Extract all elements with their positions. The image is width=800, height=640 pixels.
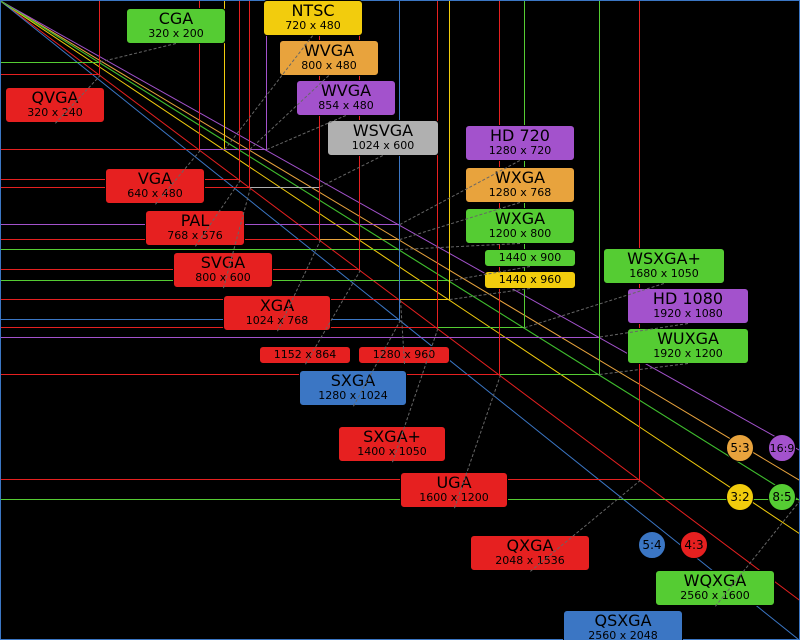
resolution-label: HD 7201280 x 720 (465, 125, 575, 161)
resolution-value: 800 x 480 (301, 60, 357, 72)
resolution-label: WXGA1280 x 768 (465, 167, 575, 203)
resolution-value: 1600 x 1200 (419, 492, 489, 504)
resolution-name: WXGA (495, 211, 545, 228)
resolution-name: QSXGA (594, 613, 651, 630)
resolution-name: WVGA (304, 43, 354, 60)
resolution-value: 320 x 200 (148, 28, 204, 40)
resolution-value: 2560 x 1600 (680, 590, 750, 602)
aspect-ratio-badge: 3:2 (726, 483, 754, 511)
resolution-name: HD 720 (490, 128, 550, 145)
resolution-value: 1680 x 1050 (629, 268, 699, 280)
aspect-ratio-badge: 16:9 (768, 434, 796, 462)
resolution-name: HD 1080 (653, 291, 723, 308)
resolution-label: NTSC720 x 480 (263, 0, 363, 36)
resolution-value: 1152 x 864 (274, 349, 337, 361)
resolution-label: SXGA+1400 x 1050 (338, 426, 446, 462)
resolution-label: UGA1600 x 1200 (400, 472, 508, 508)
resolution-label: PAL768 x 576 (145, 210, 245, 246)
resolution-label: WVGA854 x 480 (296, 80, 396, 116)
resolution-value: 768 x 576 (167, 230, 223, 242)
aspect-ratio-badge: 5:3 (726, 434, 754, 462)
resolution-name: NTSC (291, 3, 334, 20)
resolution-name: WVGA (321, 83, 371, 100)
resolution-value: 2560 x 2048 (588, 630, 658, 640)
resolution-value: 1440 x 960 (499, 274, 562, 286)
resolution-label: VGA640 x 480 (105, 168, 205, 204)
resolution-value: 720 x 480 (285, 20, 341, 32)
resolution-value: 320 x 240 (27, 107, 83, 119)
resolution-label: HD 10801920 x 1080 (627, 288, 749, 324)
resolution-value: 640 x 480 (127, 188, 183, 200)
resolution-label: SVGA800 x 600 (173, 252, 273, 288)
aspect-ratio-badge: 4:3 (680, 531, 708, 559)
resolution-value: 1200 x 800 (489, 228, 552, 240)
aspect-ratio-badge: 8:5 (768, 483, 796, 511)
resolution-name: WSXGA+ (627, 251, 701, 268)
resolution-label: CGA320 x 200 (126, 8, 226, 44)
resolution-value: 1280 x 768 (489, 187, 552, 199)
resolution-label: WSVGA1024 x 600 (327, 120, 439, 156)
aspect-ratio-badge: 5:4 (638, 531, 666, 559)
resolution-name: WSVGA (353, 123, 413, 140)
resolution-label: QXGA2048 x 1536 (470, 535, 590, 571)
resolution-diagram: CGA320 x 200 NTSC720 x 480 QVGA320 x 240 WV… (0, 0, 800, 640)
resolution-name: QXGA (507, 538, 554, 555)
resolution-value: 800 x 600 (195, 272, 251, 284)
resolution-name: SVGA (201, 255, 245, 272)
resolution-value: 1400 x 1050 (357, 446, 427, 458)
resolution-value: 1280 x 720 (489, 145, 552, 157)
resolution-name: CGA (159, 11, 194, 28)
resolution-value: 1920 x 1080 (653, 308, 723, 320)
resolution-name: WUXGA (657, 331, 719, 348)
resolution-label: WSXGA+1680 x 1050 (603, 248, 725, 284)
resolution-value: 1024 x 600 (352, 140, 415, 152)
resolution-value: 1024 x 768 (246, 315, 309, 327)
resolution-label: 1440 x 960 (484, 271, 576, 289)
resolution-label: WQXGA2560 x 1600 (655, 570, 775, 606)
resolution-label: WUXGA1920 x 1200 (627, 328, 749, 364)
resolution-label: XGA1024 x 768 (223, 295, 331, 331)
resolution-name: PAL (181, 213, 209, 230)
resolution-name: WXGA (495, 170, 545, 187)
resolution-name: VGA (138, 171, 172, 188)
resolution-label: QSXGA2560 x 2048 (563, 610, 683, 640)
resolution-label: 1440 x 900 (484, 249, 576, 267)
resolution-label: SXGA1280 x 1024 (299, 370, 407, 406)
resolution-name: WQXGA (684, 573, 747, 590)
resolution-value: 1920 x 1200 (653, 348, 723, 360)
resolution-name: UGA (436, 475, 471, 492)
resolution-value: 854 x 480 (318, 100, 374, 112)
resolution-name: SXGA+ (363, 429, 421, 446)
resolution-value: 2048 x 1536 (495, 555, 565, 567)
resolution-label: QVGA320 x 240 (5, 87, 105, 123)
resolution-value: 1280 x 1024 (318, 390, 388, 402)
resolution-value: 1440 x 900 (499, 252, 562, 264)
